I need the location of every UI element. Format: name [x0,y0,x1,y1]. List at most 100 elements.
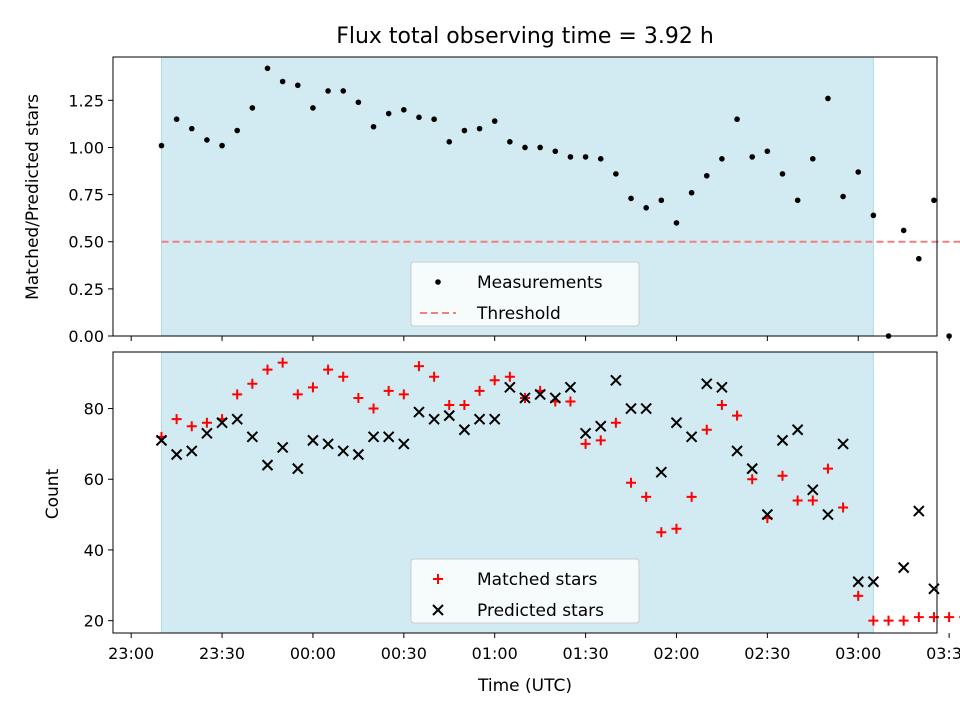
matched-stars-point [338,371,349,382]
predicted-stars-point [731,445,743,457]
matched-stars-point [489,375,500,386]
predicted-stars-point [610,374,622,386]
matched-stars-point [186,421,197,432]
measurement-point [931,197,937,204]
matched-stars-point [868,615,879,626]
predicted-stars-point [655,466,668,478]
top-panel: 0.00 0.25 0.50 0.75 1.00 1.25 Measurements Thre… [68,56,960,346]
predicted-stars-point [579,427,592,440]
x-tick-label: 03:30 [926,644,960,663]
predicted-stars-point [155,434,168,447]
predicted-stars-point [625,402,637,415]
measurement-point [234,127,241,134]
measurement-point [764,148,771,155]
predicted-stars-point [837,438,849,450]
x-tick-label: 01:30 [563,644,609,663]
measurement-point [461,127,468,134]
measurement-point [204,137,210,143]
predicted-stars-point [276,441,289,454]
y-tick-label: 0.75 [68,186,104,205]
measurement-point [900,227,907,234]
measurement-point [340,88,347,94]
predicted-stars-point [549,392,562,404]
measurement-point [416,114,422,121]
measurement-point [522,144,528,151]
matched-stars-point [323,364,334,375]
predicted-stars-point [352,448,365,461]
measurement-point [855,169,862,175]
matched-stars-point [459,400,470,411]
x-tick-label: 00:00 [290,644,336,663]
measurement-point [476,125,483,132]
measurement-point [552,148,559,155]
legend-box [410,261,640,327]
measurement-point [219,142,225,149]
y-tick-label: 0.50 [68,233,104,252]
y-tick-label: 60 [84,470,104,489]
predicted-stars-point [701,378,713,390]
matched-stars-point [247,378,258,389]
measurement-point [310,105,316,111]
y-tick-label: 20 [84,612,104,631]
legend-label: Predicted stars [477,601,604,621]
measurement-point [325,88,331,94]
matched-stars-point [413,361,424,372]
predicted-stars-point [488,413,501,425]
predicted-stars-point [473,413,486,425]
predicted-stars-point [458,424,471,436]
chart-title: Flux total observing time = 3.92 h [336,24,714,49]
legend-label: Measurements [477,273,603,293]
y-tick-label: 40 [84,541,104,560]
measurement-point [809,155,816,162]
matched-stars-point [201,417,212,428]
bottom-y-axis-label: Count [43,468,63,519]
matched-stars-point [610,417,621,428]
measurement-point [355,99,362,106]
measurement-point [916,255,922,262]
predicted-stars-point [201,427,213,440]
matched-stars-point [353,392,364,403]
measurement-point [279,78,286,85]
measurement-point [825,95,831,102]
measurement-point [385,110,392,117]
measurement-point [688,189,695,196]
matched-stars-point [474,385,485,396]
predicted-stars-point [746,462,758,475]
matched-stars-point [262,364,273,375]
matched-stars-point [595,435,606,446]
legend-predicted-swatch [432,604,444,616]
measurement-point [431,116,437,123]
predicted-stars-point [913,505,925,517]
y-tick-label: 1.25 [68,91,104,110]
matched-stars-point [641,491,652,502]
predicted-stars-point [170,448,183,461]
predicted-stars-point [716,381,728,394]
measurement-point [401,106,407,113]
matched-stars-point [686,491,697,502]
measurement-point [446,139,453,145]
matched-stars-point [671,523,682,534]
matched-stars-point [171,414,182,425]
matched-stars-point [383,385,394,396]
predicted-stars-point [670,416,683,429]
measurement-point [491,118,498,124]
matched-stars-point [838,502,849,513]
x-tick-label: 02:30 [744,644,790,663]
predicted-stars-point [443,409,455,422]
matched-stars-point [277,357,288,368]
predicted-stars-point [791,424,804,436]
measurement-point [779,171,786,177]
y-tick-label: 1.00 [68,138,104,157]
matched-stars-point [444,400,455,411]
predicted-stars-point [534,388,546,401]
matched-stars-point [232,389,243,400]
measurement-point [840,193,846,200]
x-tick-label: 02:00 [653,644,699,663]
measurement-point [628,195,634,202]
matched-stars-point [898,615,909,626]
predicted-stars-point [867,576,880,588]
predicted-stars-point [292,462,304,475]
measurement-point [249,105,256,111]
predicted-stars-point [504,381,516,394]
